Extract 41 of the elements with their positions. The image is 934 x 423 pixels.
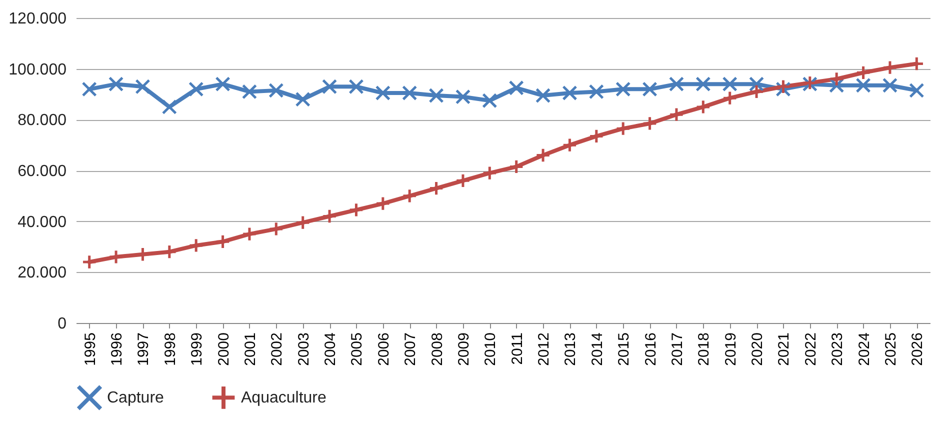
x-tick-label: 2026 [909,332,926,366]
x-tick-label: 2009 [455,332,472,366]
legend-label: Aquaculture [241,390,326,407]
x-tick-label: 2023 [829,332,846,366]
x-tick-label: 2005 [348,332,366,366]
y-tick-label: 40.000 [18,214,67,231]
x-tick-label: 2021 [776,332,793,366]
x-tick-label: 2018 [696,332,713,366]
x-tick-label: 2007 [402,332,420,366]
x-tick-label: 2003 [295,332,312,366]
x-tick-label: 1995 [82,332,99,366]
x-tick-label: 2010 [482,332,500,366]
x-tick-label: 1999 [188,332,206,366]
y-tick-label: 20.000 [18,264,67,282]
x-tick-label: 2016 [642,332,660,366]
y-tick-label: 100.000 [8,61,67,78]
x-tick-label: 2020 [749,332,766,366]
x-tick-label: 2011 [508,332,526,365]
x-tick-label: 2004 [322,332,340,366]
x-tick-label: 2006 [375,332,392,366]
x-tick-label: 2019 [722,332,740,366]
y-tick-label: 80.000 [18,112,67,130]
x-tick-label: 2008 [428,332,446,366]
legend-label: Capture [107,390,164,407]
x-tick-label: 2002 [268,332,286,366]
x-tick-label: 1998 [162,332,179,366]
x-tick-label: 2024 [856,332,873,366]
x-tick-label: 2012 [536,332,553,366]
x-tick-label: 2015 [616,332,633,366]
x-tick-label: 2001 [242,332,259,366]
x-tick-label: 1996 [108,332,126,366]
x-tick-label: 2000 [215,332,232,366]
y-tick-label: 0 [58,316,67,332]
y-tick-label: 60.000 [18,163,67,180]
x-tick-label: 2014 [588,332,606,366]
x-tick-label: 1997 [135,332,152,366]
x-tick-label: 2017 [668,332,686,366]
x-tick-label: 2022 [802,332,820,366]
y-tick-label: 120.000 [8,10,67,28]
x-tick-label: 2013 [562,332,580,366]
x-tick-label: 2025 [882,332,900,366]
